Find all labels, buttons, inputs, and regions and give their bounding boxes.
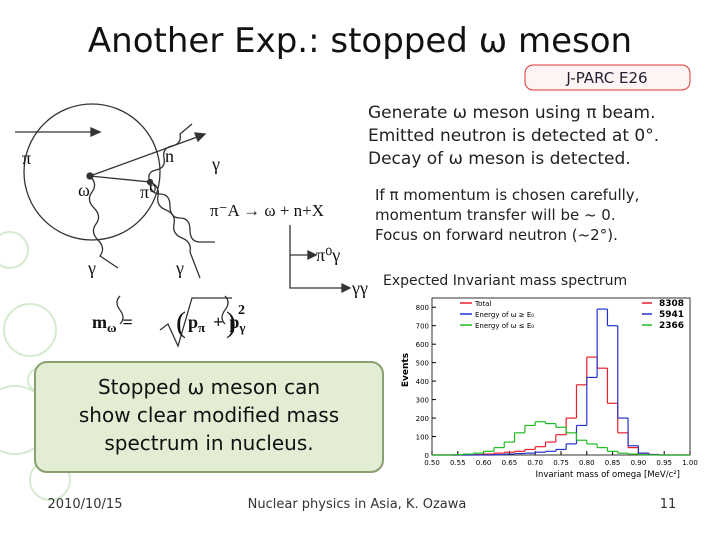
x-tick-label: 0.90: [631, 459, 647, 467]
y-tick-label: 100: [416, 434, 429, 442]
y-tick-label: 800: [416, 304, 429, 312]
badge-box: [524, 64, 691, 91]
f: 2: [238, 303, 245, 318]
f: +: [213, 312, 223, 332]
badge: J-PARC E26: [565, 69, 647, 87]
callout-line: Stopped ω meson can: [98, 375, 320, 399]
legend-entries: 5941: [659, 310, 684, 320]
note: If π momentum is chosen carefully,: [375, 186, 639, 204]
legend-label: Energy of ω ≥ E₀: [475, 311, 534, 319]
label: n: [165, 146, 174, 166]
chart-title: Expected Invariant mass spectrum: [383, 273, 627, 289]
label: γ: [175, 258, 184, 278]
x-tick-label: 0.60: [476, 459, 492, 467]
x-tick-label: 0.70: [527, 459, 543, 467]
f: m: [92, 312, 107, 332]
legend-entries: 2366: [659, 321, 684, 331]
x-axis-label: Invariant mass of omega [MeV/c²]: [535, 470, 680, 480]
notes: Generate ω meson using π beam. Emitted n…: [368, 103, 659, 169]
x-tick-label: 0.95: [656, 459, 672, 467]
paren: (: [176, 306, 186, 339]
f: π: [198, 320, 205, 335]
footer-date: 2010/10/15: [48, 497, 123, 512]
y-tick-label: 500: [416, 360, 429, 368]
notes2: If π momentum is chosen carefully, momen…: [375, 186, 639, 244]
y-tick-label: 200: [416, 415, 429, 423]
title: Another Exp.: stopped ω meson: [88, 21, 632, 61]
x-tick-label: 1.00: [682, 459, 698, 467]
paren: ): [226, 306, 236, 339]
label: ω: [78, 180, 90, 200]
y-tick-label: 300: [416, 397, 429, 405]
decay: π⁰γ: [316, 245, 340, 265]
f: ω: [107, 320, 117, 335]
callout-line: spectrum in nucleus.: [104, 431, 313, 455]
diagram-labels: π n γ ω π⁰ γ γ π⁻A → ω + n+X π⁰γ γγ mω = p…: [22, 146, 368, 335]
x-tick-label: 0.85: [605, 459, 621, 467]
f: γ: [238, 320, 245, 335]
reaction: π⁻A → ω + n+X: [210, 201, 324, 220]
note: momentum transfer will be ~ 0.: [375, 206, 616, 224]
y-tick-label: 600: [416, 341, 429, 349]
note: Decay of ω meson is detected.: [368, 149, 631, 169]
y-tick-label: 400: [416, 378, 429, 386]
x-tick-label: 0.55: [450, 459, 466, 467]
label: γ: [87, 258, 96, 278]
x-tick-label: 0.65: [502, 459, 518, 467]
y-tick-label: 700: [416, 323, 429, 331]
legend-label: Energy of ω ≤ E₀: [475, 322, 534, 330]
label: π: [22, 148, 31, 168]
callout-box: [34, 361, 384, 473]
footer-page: 11: [660, 497, 677, 512]
decay: γγ: [351, 278, 368, 298]
x-tick-label: 0.75: [553, 459, 569, 467]
note: Focus on forward neutron (~2°).: [375, 226, 618, 244]
x-tick-label: 0.80: [579, 459, 595, 467]
note: Emitted neutron is detected at 0°.: [368, 126, 659, 146]
label: γ: [211, 154, 220, 174]
diagram-lines: [15, 103, 352, 348]
legend-entries: 8308: [659, 299, 684, 309]
note: Generate ω meson using π beam.: [368, 103, 656, 123]
histogram: 0 100 200 300 400 500 600 700 800 0.50 0.55 0.60 0.6…: [400, 292, 698, 482]
f: =: [123, 312, 133, 332]
footer-credit: Nuclear physics in Asia, K. Ozawa: [248, 497, 467, 512]
legend-label: Total: [474, 300, 491, 308]
f: p: [229, 312, 239, 332]
f: p: [188, 312, 198, 332]
y-axis-label: Events: [401, 353, 411, 387]
callout: Stopped ω meson can show clear modified …: [79, 375, 339, 455]
plot-bg: [400, 292, 696, 482]
callout-line: show clear modified mass: [79, 403, 339, 427]
label: π⁰: [140, 182, 156, 202]
y-tick-label: 0: [425, 452, 429, 460]
formula: mω = pπ + pγ2: [92, 303, 246, 335]
x-tick-label: 0.50: [424, 459, 440, 467]
